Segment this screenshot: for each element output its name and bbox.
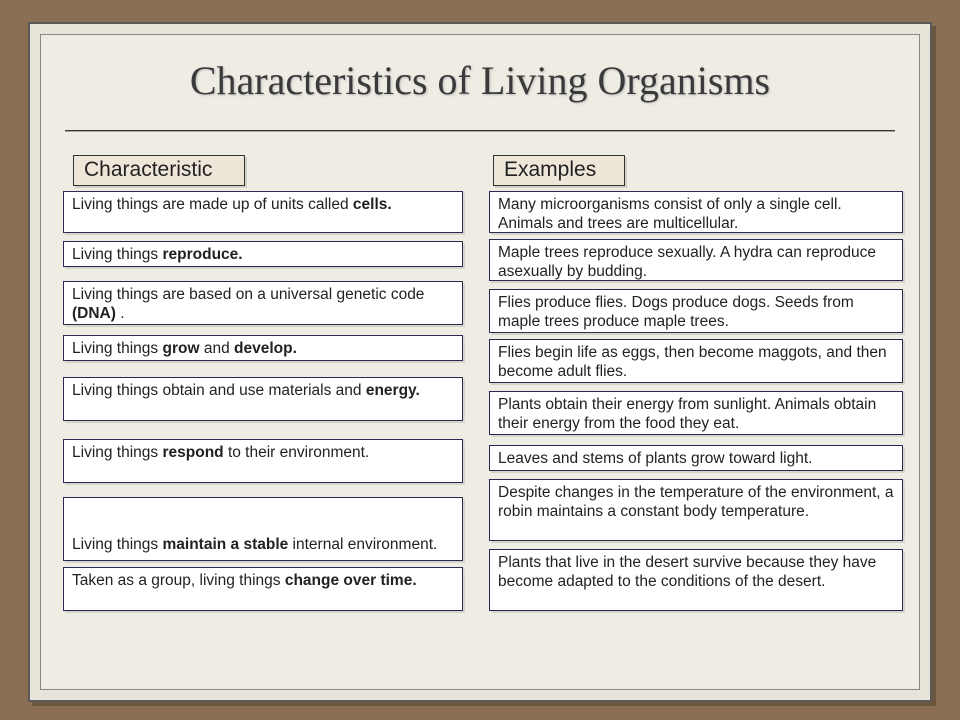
characteristic-text: Living things reproduce. <box>72 246 243 265</box>
example-cell: Plants obtain their energy from sunlight… <box>489 391 903 435</box>
characteristic-cell: Living things grow and develop. <box>63 335 463 361</box>
characteristic-text: Taken as a group, living things change o… <box>72 572 417 591</box>
example-cell: Maple trees reproduce sexually. A hydra … <box>489 239 903 281</box>
content-area: Characteristic Examples Living things are … <box>63 155 897 681</box>
example-text: Flies produce flies. Dogs produce dogs. … <box>498 294 894 332</box>
characteristic-text: Living things are made up of units calle… <box>72 196 392 215</box>
example-cell: Flies begin life as eggs, then become ma… <box>489 339 903 383</box>
example-cell: Plants that live in the desert survive b… <box>489 549 903 611</box>
characteristic-cell: Living things reproduce. <box>63 241 463 267</box>
slide-outer-frame: Characteristics of Living Organisms Char… <box>28 22 932 702</box>
characteristic-cell: Living things are made up of units calle… <box>63 191 463 233</box>
example-cell: Many microorganisms consist of only a si… <box>489 191 903 233</box>
example-text: Plants obtain their energy from sunlight… <box>498 396 894 434</box>
characteristic-cell: Taken as a group, living things change o… <box>63 567 463 611</box>
example-cell: Leaves and stems of plants grow toward l… <box>489 445 903 471</box>
slide-inner-frame: Characteristics of Living Organisms Char… <box>40 34 920 690</box>
example-text: Maple trees reproduce sexually. A hydra … <box>498 244 894 282</box>
example-text: Many microorganisms consist of only a si… <box>498 196 894 234</box>
characteristic-text: Living things respond to their environme… <box>72 444 369 463</box>
characteristic-cell: Living things respond to their environme… <box>63 439 463 483</box>
characteristic-cell: Living things are based on a universal g… <box>63 281 463 325</box>
example-cell: Flies produce flies. Dogs produce dogs. … <box>489 289 903 333</box>
characteristic-cell: Living things maintain a stable internal… <box>63 497 463 561</box>
example-text: Plants that live in the desert survive b… <box>498 554 894 592</box>
characteristic-cell: Living things obtain and use materials a… <box>63 377 463 421</box>
column-header-examples: Examples <box>493 155 625 186</box>
example-text: Leaves and stems of plants grow toward l… <box>498 450 812 469</box>
title-divider <box>65 130 895 132</box>
column-header-characteristic: Characteristic <box>73 155 245 186</box>
characteristic-text: Living things maintain a stable internal… <box>72 536 437 555</box>
example-text: Despite changes in the temperature of th… <box>498 484 894 522</box>
example-cell: Despite changes in the temperature of th… <box>489 479 903 541</box>
page-title: Characteristics of Living Organisms <box>41 57 919 104</box>
characteristic-text: Living things grow and develop. <box>72 340 297 359</box>
example-text: Flies begin life as eggs, then become ma… <box>498 344 894 382</box>
characteristic-text: Living things obtain and use materials a… <box>72 382 420 401</box>
characteristic-text: Living things are based on a universal g… <box>72 286 454 324</box>
